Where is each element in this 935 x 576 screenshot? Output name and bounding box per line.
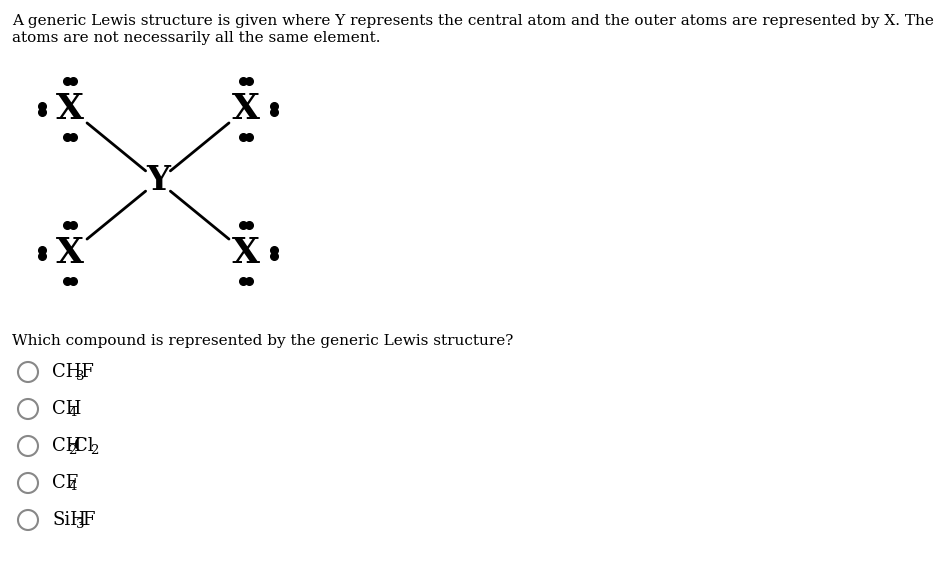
Text: A generic Lewis structure is given where Y represents the central atom and the o: A generic Lewis structure is given where… <box>12 14 935 28</box>
Text: X: X <box>232 92 260 126</box>
Text: Y: Y <box>146 165 170 198</box>
Text: 3: 3 <box>76 369 85 382</box>
Text: CF: CF <box>52 474 79 492</box>
Text: CH: CH <box>52 400 81 418</box>
Text: X: X <box>232 236 260 270</box>
Text: X: X <box>56 92 84 126</box>
Text: CH: CH <box>52 437 81 455</box>
Text: 3: 3 <box>76 517 85 530</box>
Text: 4: 4 <box>68 480 77 494</box>
Text: Which compound is represented by the generic Lewis structure?: Which compound is represented by the gen… <box>12 334 513 348</box>
Text: F: F <box>82 511 94 529</box>
Text: atoms are not necessarily all the same element.: atoms are not necessarily all the same e… <box>12 31 381 45</box>
Text: 2: 2 <box>68 444 77 457</box>
Text: CHF: CHF <box>52 363 94 381</box>
Text: 4: 4 <box>68 407 77 419</box>
Text: SiH: SiH <box>52 511 86 529</box>
Text: 2: 2 <box>90 444 98 457</box>
Text: Cl: Cl <box>74 437 94 455</box>
Text: X: X <box>56 236 84 270</box>
